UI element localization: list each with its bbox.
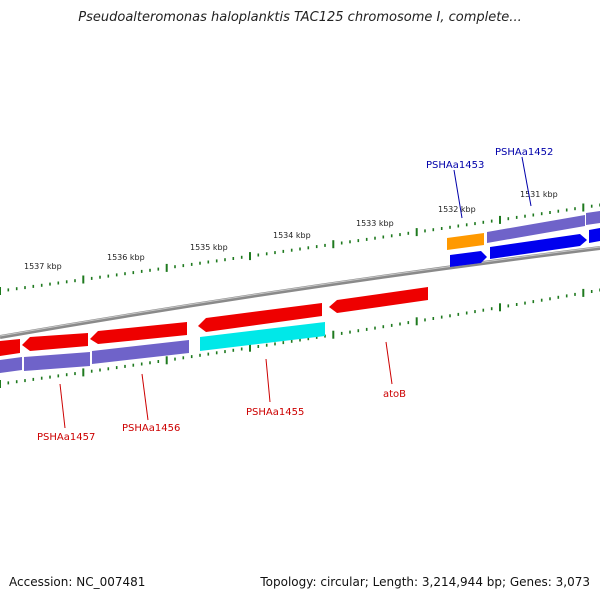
leader-pshaa1456 [141, 373, 149, 421]
gene-upper-purple[interactable] [487, 215, 585, 243]
gene-upper-blue[interactable] [490, 234, 587, 259]
tick-label-1537: 1537 kbp [24, 262, 62, 271]
leader-pshaa1452 [521, 156, 532, 207]
leader-pshaa1457 [59, 383, 66, 429]
gene-cyan-1455[interactable] [200, 322, 325, 351]
gene-upper-purple-right[interactable] [586, 211, 600, 225]
map-title: Pseudoalteromonas haloplanktis TAC125 ch… [78, 10, 522, 25]
gene-label-pshaa1455[interactable]: PSHAa1455 [246, 407, 304, 418]
gene-red-atob[interactable] [329, 287, 428, 313]
gene-label-pshaa1453[interactable]: PSHAa1453 [426, 160, 484, 171]
gene-label-pshaa1452[interactable]: PSHAa1452 [495, 147, 553, 158]
gene-lower-purple-1456[interactable] [92, 340, 189, 364]
gene-upper-orange[interactable] [447, 233, 484, 250]
gene-lower-purple-edge[interactable] [0, 357, 22, 373]
tick-label-1533: 1533 kbp [356, 219, 394, 228]
summary-text: Topology: circular; Length: 3,214,944 bp… [260, 575, 590, 589]
tick-label-1535: 1535 kbp [190, 243, 228, 252]
leader-atob [385, 341, 393, 385]
gene-label-atob[interactable]: atoB [383, 389, 406, 400]
gene-red-left-edge[interactable] [0, 339, 20, 356]
scale-ticks-bottom [0, 288, 600, 388]
accession-text: Accession: NC_007481 [9, 575, 146, 589]
leader-pshaa1455 [265, 358, 271, 403]
chromosome-backbone [0, 246, 600, 339]
leader-pshaa1453 [453, 169, 463, 219]
tick-label-1532: 1532 kbp [438, 205, 476, 214]
gene-upper-blue-right[interactable] [589, 228, 600, 243]
gene-red-1457[interactable] [22, 333, 88, 351]
tick-label-1536: 1536 kbp [107, 253, 145, 262]
tick-label-1531: 1531 kbp [520, 190, 558, 199]
gene-lower-purple-1457[interactable] [24, 352, 90, 371]
gene-upper-blue-small[interactable] [450, 251, 487, 267]
gene-red-1456[interactable] [90, 322, 187, 344]
gene-label-pshaa1457[interactable]: PSHAa1457 [37, 432, 95, 443]
gene-red-1455[interactable] [198, 303, 322, 332]
scale-ticks-top [0, 203, 600, 295]
tick-label-1534: 1534 kbp [273, 231, 311, 240]
gene-label-pshaa1456[interactable]: PSHAa1456 [122, 423, 180, 434]
